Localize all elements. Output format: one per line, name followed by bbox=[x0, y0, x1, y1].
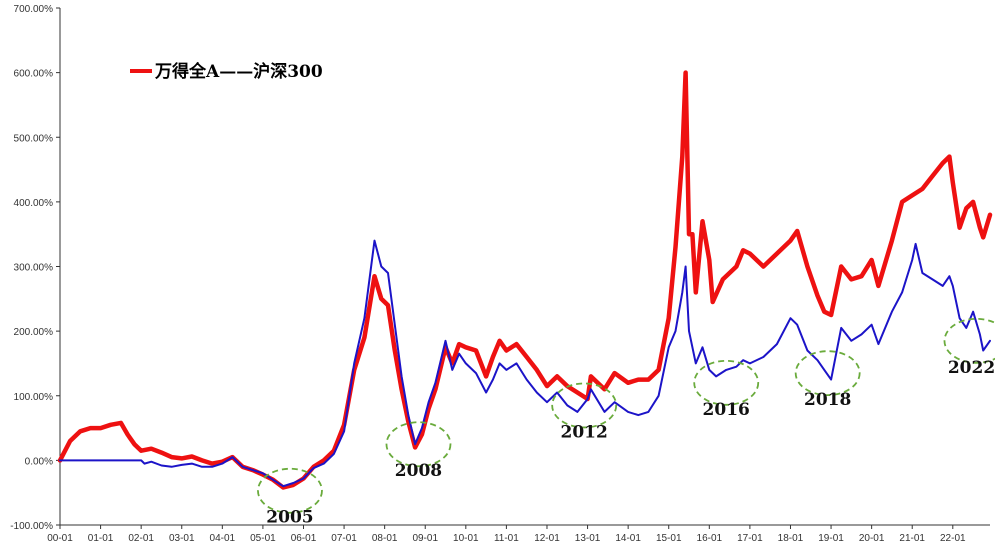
x-tick-label: 02-01 bbox=[128, 533, 154, 544]
x-tick-label: 21-01 bbox=[899, 533, 925, 544]
x-tick-label: 14-01 bbox=[615, 533, 641, 544]
y-axis: 700.00% 600.00% 500.00% 400.00% 300.00% 200.0… bbox=[10, 4, 61, 532]
annotation-ellipse bbox=[693, 359, 760, 406]
x-tick-label: 22-01 bbox=[940, 533, 966, 544]
series-line-1 bbox=[57, 70, 993, 490]
legend-label: 万得全A——沪深300 bbox=[154, 61, 323, 82]
x-axis: 00-01 01-01 02-01 03-01 04-01 05-01 06-01 07-01… bbox=[47, 524, 990, 544]
y-tick-label: 700.00% bbox=[14, 4, 54, 15]
y-tick-label: 200.00% bbox=[14, 327, 54, 338]
legend: 万得全A——沪深300 bbox=[130, 61, 323, 82]
x-tick-label: 15-01 bbox=[656, 533, 682, 544]
x-tick-label: 18-01 bbox=[778, 533, 804, 544]
annotation-label: 2012 bbox=[561, 422, 608, 442]
annotation-ellipse bbox=[794, 350, 861, 397]
x-tick-label: 00-01 bbox=[47, 533, 73, 544]
annotation-label: 2022? bbox=[948, 358, 995, 378]
x-tick-label: 04-01 bbox=[210, 533, 236, 544]
annotation-ellipse bbox=[385, 421, 452, 468]
y-tick-label: 400.00% bbox=[14, 198, 54, 209]
annotation-label: 2016 bbox=[703, 400, 750, 420]
annotation-ellipse bbox=[943, 317, 995, 364]
x-tick-label: 13-01 bbox=[575, 533, 601, 544]
x-tick-label: 07-01 bbox=[331, 533, 357, 544]
x-tick-label: 19-01 bbox=[818, 533, 844, 544]
annotation-layer: 2005 2008 2012 2016 2018 2022? bbox=[257, 317, 995, 528]
series-line-2 bbox=[59, 239, 991, 488]
series-layer bbox=[57, 70, 993, 490]
x-tick-label: 16-01 bbox=[697, 533, 723, 544]
annotation-label: 2008 bbox=[395, 461, 442, 481]
x-tick-label: 01-01 bbox=[88, 533, 114, 544]
y-tick-label: 600.00% bbox=[14, 69, 54, 80]
y-tick-label: 100.00% bbox=[14, 392, 54, 403]
annotation-ellipse bbox=[257, 467, 323, 514]
x-tick-label: 08-01 bbox=[372, 533, 398, 544]
x-tick-label: 10-01 bbox=[453, 533, 479, 544]
y-tick-label: 500.00% bbox=[14, 133, 54, 144]
annotation-ellipse bbox=[551, 382, 618, 429]
y-tick-label: -100.00% bbox=[10, 521, 53, 532]
y-tick-label: 300.00% bbox=[14, 263, 54, 274]
x-tick-label: 12-01 bbox=[534, 533, 560, 544]
x-tick-label: 09-01 bbox=[412, 533, 438, 544]
x-tick-label: 11-01 bbox=[494, 533, 519, 544]
x-tick-label: 03-01 bbox=[169, 533, 195, 544]
annotation-label: 2005 bbox=[266, 508, 313, 528]
y-tick-label: 0.00% bbox=[25, 456, 53, 467]
x-tick-label: 20-01 bbox=[859, 533, 885, 544]
x-tick-label: 06-01 bbox=[291, 533, 317, 544]
annotation-label: 2018 bbox=[804, 390, 851, 410]
x-tick-label: 05-01 bbox=[250, 533, 276, 544]
x-tick-label: 17-01 bbox=[737, 533, 763, 544]
